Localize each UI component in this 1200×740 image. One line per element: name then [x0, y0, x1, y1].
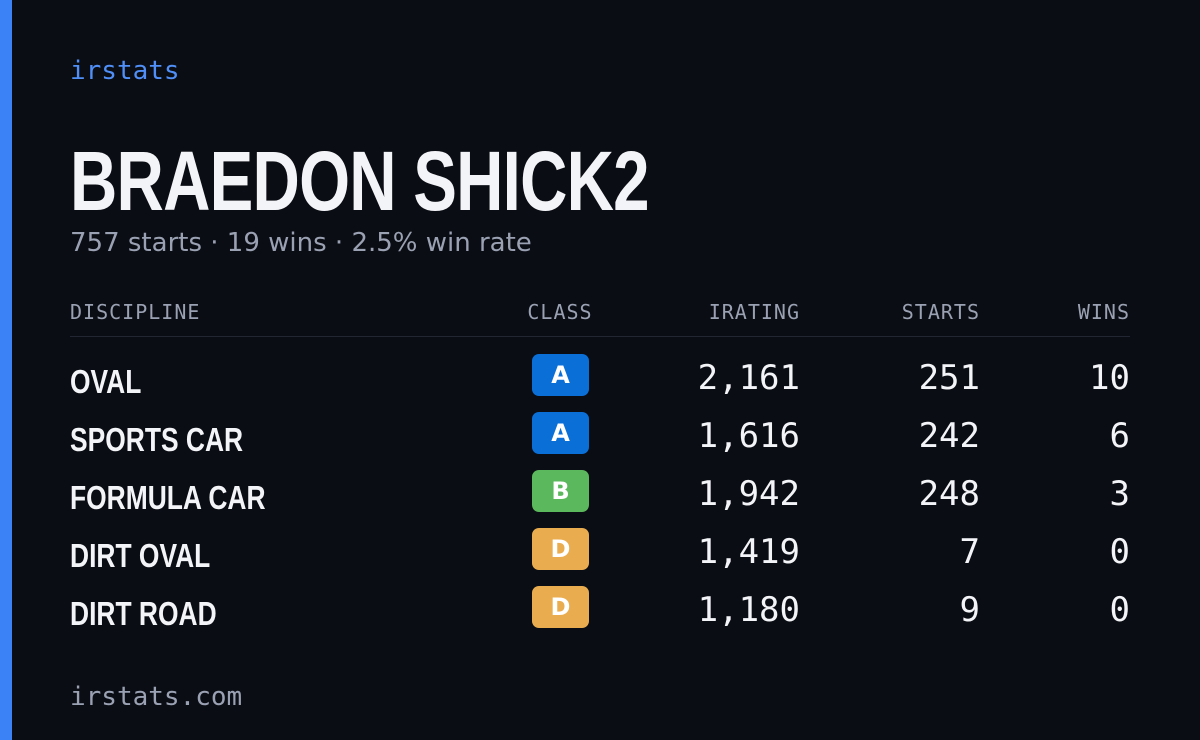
class-badge: D [532, 586, 589, 628]
wins-value: 0 [1109, 590, 1130, 630]
accent-stripe [0, 0, 12, 740]
irating-value: 1,616 [697, 416, 800, 456]
discipline: FORMULA CAR [70, 479, 266, 516]
column-header: STARTS [901, 300, 980, 324]
class-badge: A [532, 412, 589, 454]
brand: irstats [70, 56, 180, 86]
header-rule [70, 336, 1130, 337]
footer-url: irstats.com [70, 682, 243, 712]
starts-value: 251 [918, 358, 980, 398]
class-badge: D [532, 528, 589, 570]
irating-value: 1,180 [697, 590, 800, 630]
starts-value: 7 [959, 532, 980, 572]
discipline: OVAL [70, 363, 142, 400]
irating-value: 1,419 [697, 532, 800, 572]
summary: 757 starts · 19 wins · 2.5% win rate [70, 228, 532, 258]
driver-name: BRAEDON SHICK2 [70, 134, 650, 228]
wins-value: 3 [1109, 474, 1130, 514]
wins-value: 10 [1089, 358, 1130, 398]
column-header: CLASS [527, 300, 593, 324]
class-badge: B [532, 470, 589, 512]
discipline: DIRT OVAL [70, 537, 211, 574]
starts-value: 242 [918, 416, 980, 456]
irating-value: 1,942 [697, 474, 800, 514]
discipline: DIRT ROAD [70, 595, 217, 632]
irating-value: 2,161 [697, 358, 800, 398]
discipline: SPORTS CAR [70, 421, 244, 458]
wins-value: 0 [1109, 532, 1130, 572]
class-badge: A [532, 354, 589, 396]
starts-value: 9 [959, 590, 980, 630]
column-header: DISCIPLINE [70, 300, 201, 324]
wins-value: 6 [1109, 416, 1130, 456]
column-header: IRATING [708, 300, 800, 324]
column-header: WINS [1077, 300, 1130, 324]
starts-value: 248 [918, 474, 980, 514]
